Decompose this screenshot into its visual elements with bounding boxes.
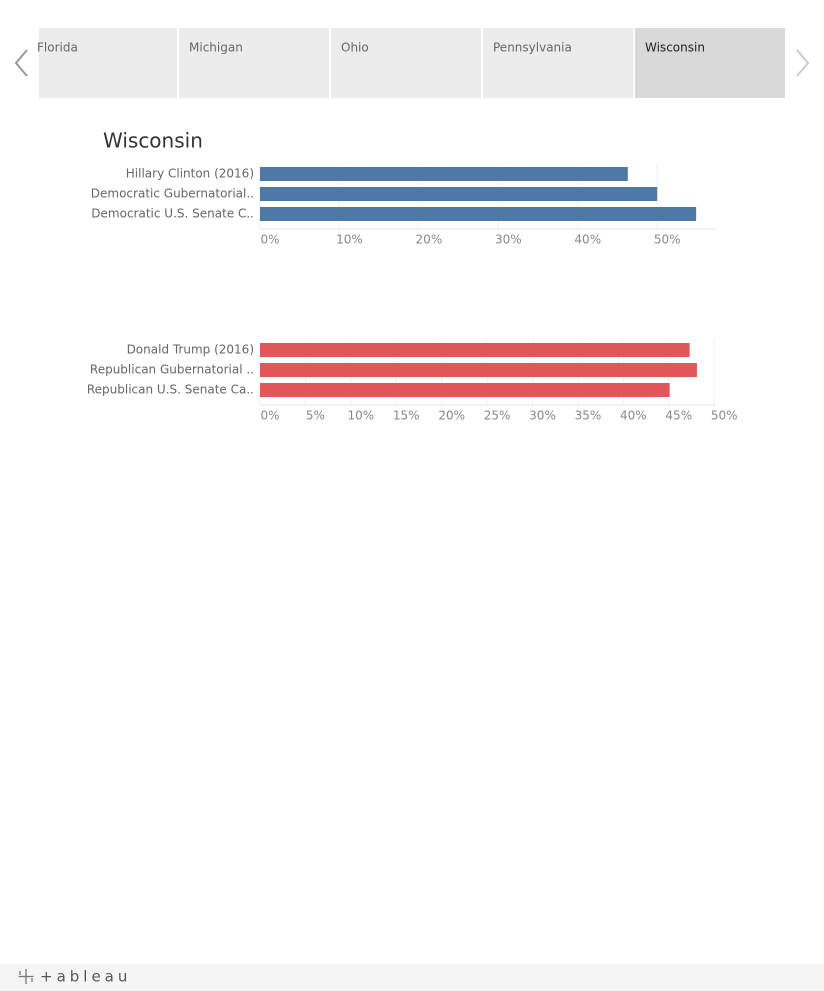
x-tick-label: 35%	[575, 409, 602, 423]
tab[interactable]	[179, 28, 329, 98]
x-tick-label: 5%	[306, 409, 325, 423]
x-tick-label: 50%	[711, 409, 738, 423]
logo-icon	[18, 969, 34, 984]
category-label: Hillary Clinton (2016)	[126, 167, 254, 181]
category-label: Republican Gubernatorial ..	[90, 363, 254, 377]
footer-bar	[0, 964, 824, 991]
next-arrow[interactable]	[796, 49, 810, 77]
bar	[260, 363, 697, 377]
tab[interactable]	[331, 28, 481, 98]
category-label: Democratic Gubernatorial..	[91, 187, 254, 201]
x-tick-label: 30%	[529, 409, 556, 423]
tab-strip: Florida Michigan Ohio Pennsylvania Wisconsin	[37, 28, 785, 98]
x-tick-label: 20%	[438, 409, 465, 423]
category-label: Donald Trump (2016)	[127, 343, 254, 357]
x-tick-label: 30%	[495, 233, 522, 247]
x-tick-label: 45%	[665, 409, 692, 423]
bar	[260, 207, 697, 221]
x-tick-label: 25%	[484, 409, 511, 423]
x-tick-label: 50%	[654, 233, 681, 247]
tab[interactable]	[635, 28, 785, 98]
x-tick-label: 10%	[348, 409, 375, 423]
x-tick-label: 10%	[336, 233, 363, 247]
x-tick-label: 0%	[260, 233, 279, 247]
tab[interactable]	[483, 28, 633, 98]
tab-label: Wisconsin	[645, 41, 705, 55]
tab-label: Pennsylvania	[493, 41, 572, 55]
logo-text: +ableau	[40, 968, 131, 986]
bar	[260, 343, 690, 357]
x-tick-label: 40%	[620, 409, 647, 423]
tab-label: Florida	[37, 41, 78, 55]
x-tick-label: 15%	[393, 409, 420, 423]
prev-arrow[interactable]	[14, 49, 28, 77]
bar	[260, 187, 658, 201]
tab-label: Ohio	[341, 41, 369, 55]
bar	[260, 167, 628, 181]
category-label: Democratic U.S. Senate C..	[91, 207, 254, 221]
x-tick-label: 0%	[260, 409, 279, 423]
x-tick-label: 40%	[574, 233, 601, 247]
category-label: Republican U.S. Senate Ca..	[87, 383, 254, 397]
x-tick-label: 20%	[416, 233, 443, 247]
chart-title: Wisconsin	[103, 129, 203, 153]
tab-label: Michigan	[189, 41, 243, 55]
tab[interactable]	[39, 28, 177, 98]
bar	[260, 383, 670, 397]
